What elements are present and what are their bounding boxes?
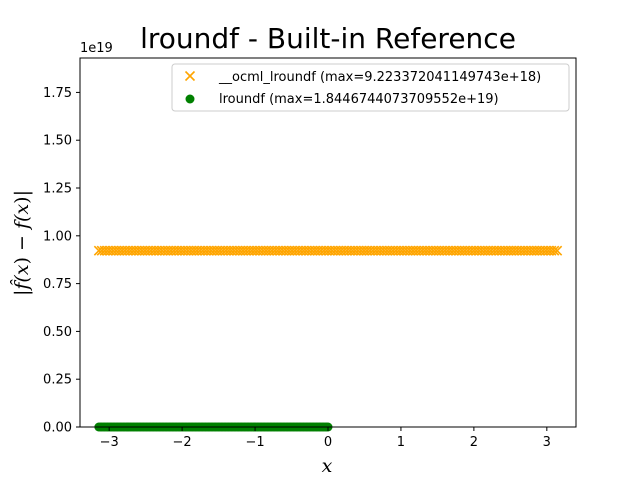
x-tick-label: 2 (470, 435, 478, 450)
y-tick-label: 1.50 (43, 134, 72, 149)
y-tick-label: 0.00 (43, 421, 72, 436)
x-tick-label: −3 (100, 435, 119, 450)
chart-title: lroundf - Built-in Reference (140, 22, 516, 55)
legend-label-lroundf: lroundf (max=1.8446744073709552e+19) (219, 92, 499, 107)
x-tick-label: −1 (245, 435, 264, 450)
data-point (549, 245, 560, 256)
x-axis-ticks: −3 −2 −1 0 1 2 3 (100, 427, 551, 450)
legend-marker-lroundf (185, 94, 195, 104)
x-tick-label: 1 (397, 435, 405, 450)
y-axis-offset-text: 1e19 (80, 41, 113, 56)
legend-marker-ocml (184, 70, 196, 82)
series-ocml-lroundf (93, 245, 563, 256)
x-tick-label: 3 (543, 435, 551, 450)
y-axis-label: |f̂(x) − f(x)| (10, 190, 33, 296)
x-tick-label: −2 (173, 435, 192, 450)
y-tick-label: 0.75 (43, 277, 72, 292)
y-tick-label: 0.25 (43, 373, 72, 388)
data-point-stroke (549, 245, 560, 256)
y-axis-ticks: 0.00 0.25 0.50 0.75 1.00 1.25 1.50 1.75 (43, 86, 80, 436)
x-axis-label: x (322, 455, 333, 477)
y-tick-label: 1.75 (43, 86, 72, 101)
plot-frame (79, 57, 577, 428)
y-tick-label: 1.00 (43, 229, 72, 244)
legend: __ocml_lroundf (max=9.223372041149743e+1… (171, 63, 570, 112)
x-tick-label: 0 (324, 435, 332, 450)
series-layer (93, 245, 563, 432)
data-point (552, 245, 563, 256)
y-tick-label: 1.25 (43, 182, 72, 197)
legend-box (171, 63, 570, 112)
legend-label-ocml: __ocml_lroundf (max=9.223372041149743e+1… (218, 70, 541, 85)
y-tick-label: 0.50 (43, 325, 72, 340)
data-point-stroke (552, 245, 563, 256)
